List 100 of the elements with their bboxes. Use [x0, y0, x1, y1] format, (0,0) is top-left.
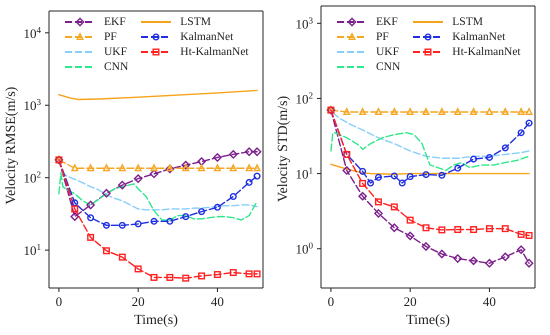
legend-label: PF: [376, 30, 389, 42]
point: [406, 232, 414, 240]
point: [150, 274, 158, 281]
point: [486, 225, 493, 232]
point: [246, 178, 253, 186]
point: [406, 108, 414, 116]
line-series: [58, 90, 258, 100]
point: [526, 232, 533, 239]
point: [134, 220, 142, 228]
point: [198, 164, 206, 172]
point: [87, 214, 94, 222]
point: [469, 256, 478, 266]
point: [502, 144, 509, 152]
point: [87, 164, 94, 172]
point: [438, 226, 446, 234]
point: [166, 274, 174, 281]
y-tick-label: 10$^{0}$: [295, 240, 314, 257]
point: [102, 222, 110, 229]
point: [470, 226, 478, 234]
point: [502, 108, 509, 116]
point: [406, 173, 414, 180]
point: [422, 242, 430, 251]
legend-label: UKF: [104, 46, 128, 58]
point: [150, 218, 158, 225]
point: [150, 164, 158, 172]
legend-label: KalmanNet: [452, 30, 506, 42]
y-tick-label: 10$^{2}$: [23, 170, 42, 186]
point: [214, 164, 221, 172]
point: [486, 108, 493, 116]
y-tick-label: 10$^{1}$: [295, 166, 313, 182]
point: [422, 171, 430, 178]
x-tick-label: 40: [482, 294, 496, 309]
point: [71, 205, 78, 212]
point: [526, 120, 533, 127]
point: [70, 212, 80, 221]
point: [254, 172, 261, 180]
point: [87, 234, 94, 241]
x-tick-label: 20: [404, 294, 417, 309]
legend-label: LSTM: [180, 16, 211, 28]
legend-label: CNN: [104, 60, 128, 72]
point: [134, 265, 142, 272]
point: [526, 108, 533, 116]
point: [198, 272, 206, 280]
point: [470, 156, 478, 163]
legend-label: EKF: [104, 16, 126, 28]
legend-label: LSTM: [452, 16, 483, 28]
y-tick-label: 10$^{4}$: [23, 24, 42, 41]
point: [214, 204, 221, 211]
point: [166, 164, 174, 172]
point: [252, 147, 262, 156]
point: [359, 108, 366, 116]
point: [390, 108, 398, 116]
point: [390, 172, 398, 180]
x-tick-label: 20: [132, 294, 145, 309]
point: [454, 108, 462, 116]
point: [254, 164, 261, 172]
y-tick-label: 10$^{1}$: [23, 242, 41, 258]
point: [390, 223, 399, 232]
point: [374, 198, 382, 206]
y-tick-label: 10$^{3}$: [23, 97, 42, 114]
point: [406, 216, 414, 224]
point: [102, 247, 110, 254]
point: [374, 108, 382, 116]
y-axis-title: Velocity STD(m/s): [276, 96, 291, 202]
point: [422, 108, 430, 116]
point: [182, 164, 190, 172]
point: [71, 199, 78, 206]
point: [182, 274, 190, 282]
point: [86, 200, 95, 210]
point: [518, 230, 525, 238]
point: [230, 269, 237, 276]
point: [71, 164, 78, 172]
point: [244, 147, 254, 156]
point: [198, 208, 206, 216]
point: [374, 174, 382, 181]
point: [422, 224, 430, 232]
point: [438, 250, 446, 258]
point: [246, 164, 253, 172]
point: [438, 172, 446, 179]
point: [118, 164, 126, 172]
point: [358, 192, 367, 200]
point: [342, 166, 352, 175]
point: [343, 108, 350, 116]
point: [390, 203, 398, 210]
point: [150, 170, 158, 178]
point: [230, 164, 237, 172]
point: [246, 270, 253, 278]
point: [485, 258, 494, 268]
point: [197, 157, 206, 166]
point: [502, 225, 509, 232]
point: [524, 258, 534, 268]
point: [518, 129, 525, 136]
y-tick-label: 10$^{2}$: [295, 90, 314, 106]
point: [367, 179, 374, 186]
point: [118, 254, 126, 261]
legend-label: UKF: [376, 46, 400, 58]
point: [374, 209, 383, 218]
legend-label: Ht-KalmanNet: [452, 46, 521, 58]
point: [230, 192, 237, 200]
point: [398, 179, 406, 186]
